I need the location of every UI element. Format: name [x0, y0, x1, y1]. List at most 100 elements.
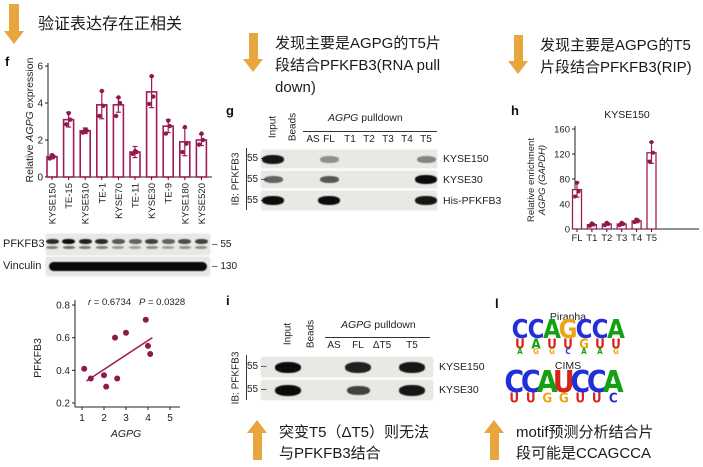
annotation-line: 发现主要是AGPG的T5	[540, 37, 691, 54]
blot-row-label: Vinculin	[3, 259, 42, 272]
data-dot	[180, 149, 185, 155]
lane-label: ΔT5	[372, 340, 392, 351]
protein-band	[275, 361, 301, 373]
i-header-underline	[325, 337, 430, 338]
data-dot	[64, 122, 69, 127]
data-dot	[200, 137, 206, 143]
lane-label: Beads	[287, 112, 299, 142]
logo-letter: G	[613, 347, 619, 357]
logo-letter: G	[549, 347, 555, 357]
lane-label: FL	[352, 340, 364, 351]
logo-letter: G	[558, 315, 578, 345]
down-arrow-icon	[243, 33, 263, 72]
annotation-line: 突变T5（ΔT5）则无法	[279, 424, 430, 441]
logo-letter: U	[547, 335, 557, 352]
tick-label: 2	[37, 136, 43, 147]
tick-label: 4	[145, 413, 151, 424]
chart-svg: 0.2 0.4 0.6 0.8 1 2 3 4 5	[56, 300, 180, 424]
blot-strip	[261, 171, 437, 188]
g-ib-divider	[246, 148, 247, 210]
tick-label: KYSE150	[48, 183, 59, 224]
blot-row-label: His-PFKFB3	[443, 194, 502, 207]
chart-svg: 0 2 4 6 KYSE150 TE-15 KYSE510 TE-1 KYSE70 TE-11 KY…	[37, 62, 212, 224]
protein-band	[415, 175, 437, 184]
g-ib-label: IB: PFKFB3	[230, 152, 242, 206]
annotation-line: 片段结合PFKFB3(RIP)	[540, 59, 692, 76]
blot-strip	[46, 234, 210, 255]
protein-band	[128, 239, 142, 244]
logo-letter: U	[563, 335, 573, 352]
logo-letter: G	[558, 390, 569, 406]
protein-band	[319, 176, 339, 183]
scatter-point	[147, 351, 154, 357]
scatter-x-axis-label: AGPG	[110, 428, 142, 440]
panel-letter-f: f	[5, 54, 10, 69]
h-y-axis-label: Relative enrichment AGPG (GAPDH)	[526, 138, 548, 222]
tick-label: TE-9	[164, 183, 175, 204]
data-dot	[151, 94, 156, 99]
data-dot	[619, 220, 624, 225]
logo-letter: C	[591, 315, 609, 345]
protein-band	[275, 384, 301, 396]
data-dot	[132, 148, 138, 154]
protein-band	[262, 196, 284, 205]
tick-label: 5	[167, 413, 173, 424]
logo-letter: G	[542, 390, 553, 406]
scatter-point	[87, 375, 94, 382]
marker-label: 55 –	[247, 173, 267, 185]
tick-label: FL	[571, 233, 582, 244]
logo-letter: U	[591, 390, 602, 406]
tick-label: T2	[601, 233, 612, 244]
scatter-point	[142, 316, 149, 323]
marker-label: 55 –	[247, 361, 267, 372]
protein-band	[318, 196, 340, 205]
scatter-point	[103, 383, 110, 390]
protein-band	[129, 246, 141, 249]
protein-band	[319, 155, 339, 163]
logo-letter: A	[602, 365, 624, 400]
data-dot	[68, 117, 73, 122]
marker-label: – 130	[212, 260, 238, 272]
data-dot	[199, 131, 204, 136]
data-dot	[651, 150, 655, 155]
protein-band	[45, 239, 59, 244]
blot-row-label: KYSE150	[439, 361, 485, 373]
f-western-blot: PFKFB3 – 55 Vinculin – 130	[0, 228, 244, 284]
protein-band	[399, 384, 425, 396]
marker-label: – 55	[212, 238, 232, 250]
h-bar-chart: 0 40 80 120 160 FL T1 T2 T3 T4 T5	[552, 108, 702, 261]
annotation-line: 段可能是CCAGCCA	[516, 445, 652, 462]
axis-line	[85, 337, 153, 382]
logo-letter: C	[511, 315, 529, 345]
tick-label: 6	[37, 62, 43, 73]
logo-letter: C	[608, 390, 618, 406]
blot-strip	[261, 150, 437, 168]
logo-letter: U	[595, 335, 605, 352]
lane-label: T4	[401, 134, 413, 145]
protein-band	[195, 246, 208, 249]
annotation-line: 与PFKFB3结合	[279, 445, 381, 462]
logo-letter: C	[504, 365, 525, 400]
protein-band	[112, 246, 125, 249]
scatter-y-axis-label: PFKFB3	[32, 338, 44, 378]
lane-label: T2	[363, 134, 375, 145]
data-dot	[113, 113, 119, 119]
tick-label: 4	[37, 99, 43, 110]
down-arrow-icon	[4, 4, 24, 44]
data-dot	[116, 95, 121, 100]
annotation-mid-top: 发现主要是AGPG的T5片 段结合PFKFB3(RNA pull down)	[243, 33, 441, 99]
panel-letter-g: g	[226, 103, 234, 118]
annotation-line: motif预测分析结合片	[516, 424, 654, 441]
tick-label: 0.8	[56, 301, 70, 312]
logo-letter: G	[533, 347, 539, 357]
logo-letter: A	[581, 347, 587, 357]
lane-label: T3	[382, 134, 394, 145]
tick-label: TE-15	[64, 183, 75, 209]
protein-band	[111, 239, 125, 244]
